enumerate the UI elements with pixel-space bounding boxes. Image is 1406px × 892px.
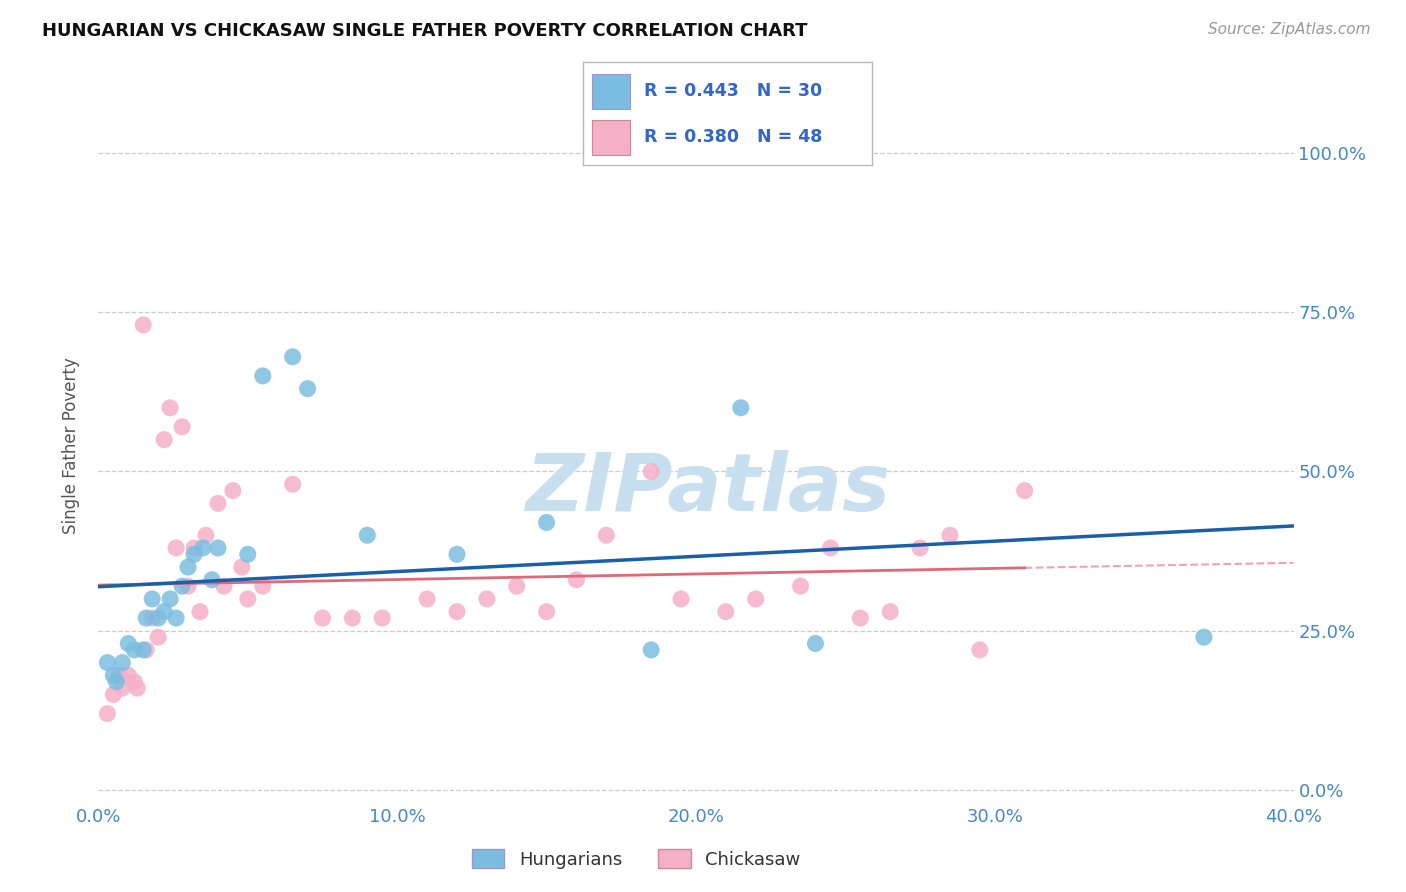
- Point: [849, 611, 872, 625]
- Point: [446, 605, 468, 619]
- Point: [124, 643, 146, 657]
- Point: [281, 350, 304, 364]
- Point: [183, 541, 205, 555]
- Point: [148, 611, 170, 625]
- Point: [124, 674, 146, 689]
- Point: [311, 611, 333, 625]
- FancyBboxPatch shape: [592, 120, 630, 155]
- Point: [188, 605, 211, 619]
- Point: [939, 528, 962, 542]
- Point: [105, 674, 128, 689]
- Point: [117, 668, 139, 682]
- Point: [640, 643, 662, 657]
- Point: [132, 643, 155, 657]
- Point: [908, 541, 931, 555]
- Point: [804, 636, 827, 650]
- Legend: Hungarians, Chickasaw: Hungarians, Chickasaw: [465, 841, 807, 876]
- Point: [820, 541, 842, 555]
- Point: [127, 681, 149, 695]
- Point: [536, 516, 558, 530]
- Point: [789, 579, 811, 593]
- Point: [108, 668, 131, 682]
- Point: [103, 668, 125, 682]
- Point: [141, 591, 163, 606]
- Point: [195, 528, 218, 542]
- Point: [212, 579, 235, 593]
- Point: [506, 579, 529, 593]
- Text: R = 0.443   N = 30: R = 0.443 N = 30: [644, 82, 823, 100]
- Point: [969, 643, 991, 657]
- FancyBboxPatch shape: [592, 74, 630, 109]
- Point: [96, 706, 118, 721]
- Point: [183, 547, 205, 561]
- Point: [165, 541, 187, 555]
- Point: [1014, 483, 1036, 498]
- Point: [141, 611, 163, 625]
- Point: [148, 630, 170, 644]
- Point: [172, 579, 194, 593]
- Point: [714, 605, 737, 619]
- Point: [111, 656, 134, 670]
- Point: [132, 318, 155, 332]
- Point: [745, 591, 768, 606]
- Point: [1192, 630, 1215, 644]
- Point: [446, 547, 468, 561]
- Point: [165, 611, 187, 625]
- Point: [172, 420, 194, 434]
- Point: [103, 688, 125, 702]
- Point: [252, 368, 274, 383]
- Point: [236, 547, 259, 561]
- Point: [177, 579, 200, 593]
- Point: [640, 465, 662, 479]
- Point: [201, 573, 224, 587]
- Point: [222, 483, 245, 498]
- Point: [117, 636, 139, 650]
- Point: [236, 591, 259, 606]
- Point: [177, 560, 200, 574]
- Point: [207, 541, 229, 555]
- Point: [281, 477, 304, 491]
- Text: HUNGARIAN VS CHICKASAW SINGLE FATHER POVERTY CORRELATION CHART: HUNGARIAN VS CHICKASAW SINGLE FATHER POV…: [42, 22, 807, 40]
- Point: [135, 643, 157, 657]
- Point: [730, 401, 752, 415]
- Point: [231, 560, 253, 574]
- Point: [207, 496, 229, 510]
- Point: [297, 382, 319, 396]
- Point: [96, 656, 118, 670]
- Point: [153, 433, 176, 447]
- Point: [191, 541, 214, 555]
- Point: [565, 573, 588, 587]
- Point: [371, 611, 394, 625]
- Point: [111, 681, 134, 695]
- Point: [536, 605, 558, 619]
- Text: Source: ZipAtlas.com: Source: ZipAtlas.com: [1208, 22, 1371, 37]
- Point: [252, 579, 274, 593]
- Point: [342, 611, 364, 625]
- Point: [595, 528, 617, 542]
- Point: [135, 611, 157, 625]
- Y-axis label: Single Father Poverty: Single Father Poverty: [62, 358, 80, 534]
- Point: [153, 605, 176, 619]
- Text: ZIPatlas: ZIPatlas: [526, 450, 890, 528]
- Point: [416, 591, 439, 606]
- Point: [475, 591, 498, 606]
- Point: [879, 605, 901, 619]
- Point: [669, 591, 692, 606]
- Point: [356, 528, 378, 542]
- Point: [159, 591, 181, 606]
- Point: [159, 401, 181, 415]
- Text: R = 0.380   N = 48: R = 0.380 N = 48: [644, 128, 823, 145]
